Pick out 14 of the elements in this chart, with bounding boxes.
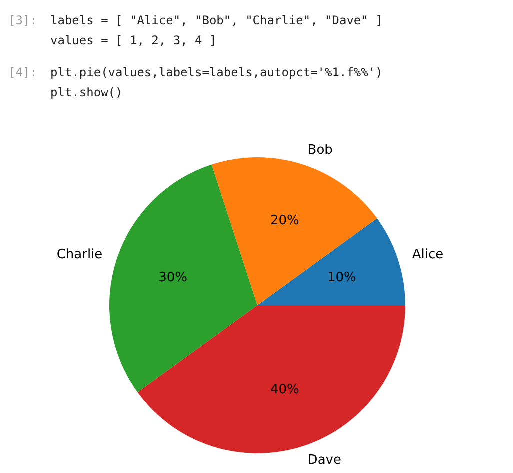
text: [4]: <box>8 66 38 80</box>
text: labels = [ "Alice", "Bob", "Charlie", "Dave" ] <box>50 14 383 28</box>
text: plt.show() <box>50 86 123 100</box>
data-label: 20% <box>270 214 300 229</box>
text: plt.pie(values,labels=labels,autopct='%1.f%%') <box>50 66 383 80</box>
slice-label: Charlie <box>56 248 103 263</box>
slice-label: Alice <box>412 248 444 263</box>
slice-label: Bob <box>308 143 333 158</box>
text: values = [ 1, 2, 3, 4 ] <box>50 34 217 48</box>
data-label: 10% <box>328 270 356 286</box>
data-label: 30% <box>158 270 188 286</box>
text: [3]: <box>8 14 38 28</box>
slice-label: Dave <box>308 452 342 468</box>
data-label: 40% <box>270 382 300 398</box>
